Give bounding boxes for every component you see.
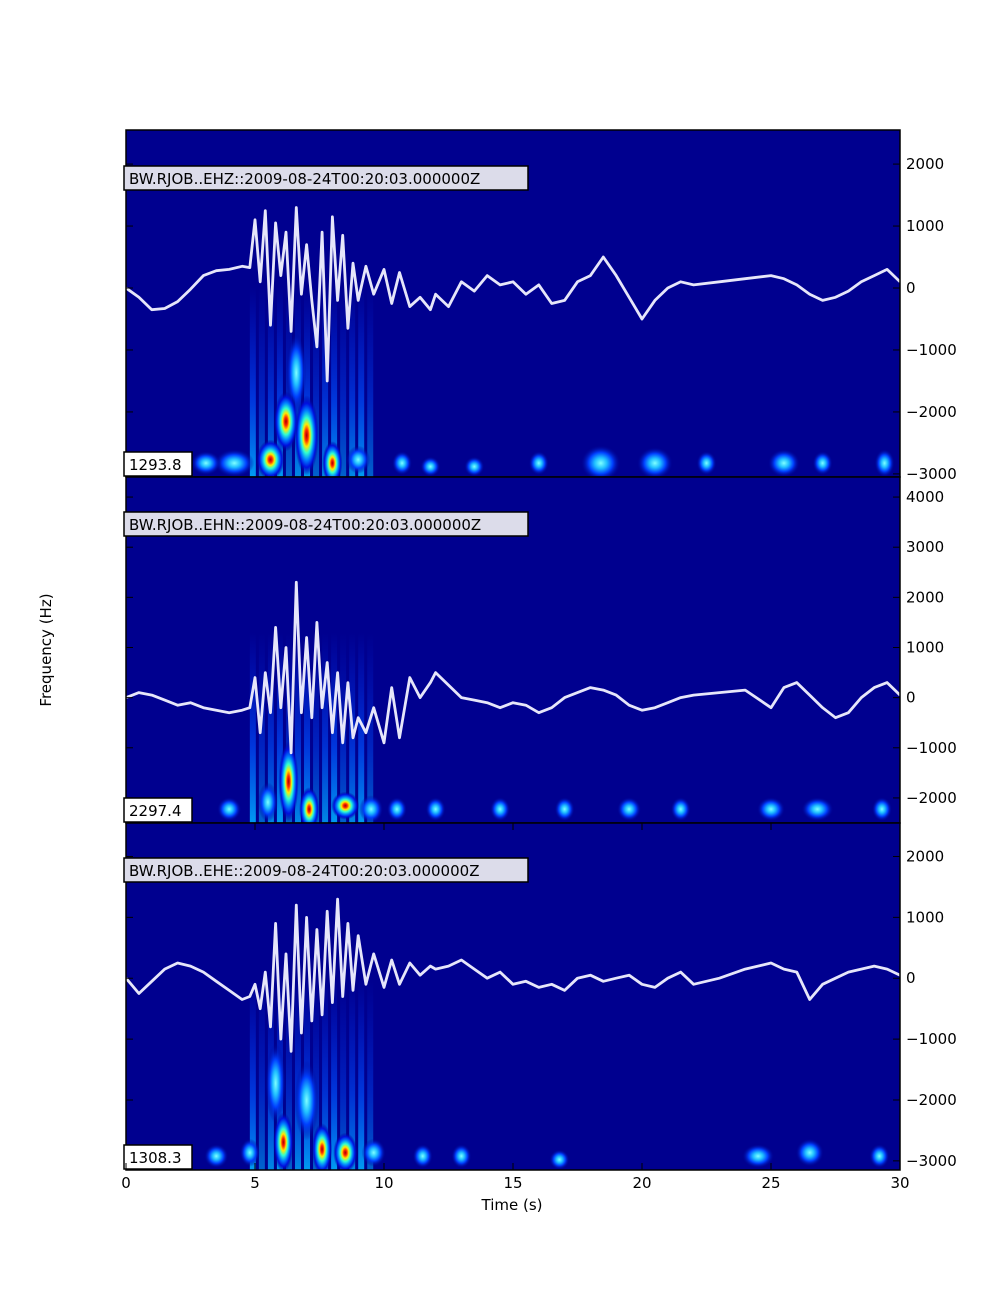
- waveform-trace: [126, 897, 900, 1053]
- x-axis: 0 5 10 15 20 25 30 Time (s): [121, 823, 910, 1214]
- trace-id-text: BW.RJOB..EHN::2009-08-24T00:20:03.000000…: [129, 516, 481, 534]
- y-tick-label: 3000: [906, 538, 944, 556]
- max-amplitude-label: 1293.8: [123, 451, 193, 477]
- x-tick-label: 30: [890, 1174, 909, 1192]
- x-tick-label: 15: [503, 1174, 522, 1192]
- y-tick-label: 2000: [906, 155, 944, 173]
- y-tick-label: 0: [906, 969, 916, 987]
- trace-id-label: BW.RJOB..EHN::2009-08-24T00:20:03.000000…: [123, 511, 529, 537]
- trace-id-text: BW.RJOB..EHZ::2009-08-24T00:20:03.000000…: [129, 170, 480, 188]
- max-amplitude-text: 1308.3: [129, 1149, 182, 1167]
- max-amplitude-text: 2297.4: [129, 802, 182, 820]
- trace-id-label: BW.RJOB..EHE::2009-08-24T00:20:03.000000…: [123, 857, 529, 883]
- x-tick-label: 10: [374, 1174, 393, 1192]
- y-tick-label: 1000: [906, 217, 944, 235]
- x-tick-label: 20: [632, 1174, 651, 1192]
- waveform-trace: [126, 580, 900, 755]
- y-axis-label: Frequency (Hz): [37, 593, 55, 706]
- y-tick-label: −1000: [906, 341, 957, 359]
- y-tick-label: 4000: [906, 488, 944, 506]
- y-tick-label: −3000: [906, 1152, 957, 1170]
- y-ticks: 2000 1000 0 −1000 −2000 −3000: [126, 155, 957, 483]
- y-tick-label: −2000: [906, 1091, 957, 1109]
- y-ticks: 4000 3000 2000 1000 0 −1000 −2000: [126, 488, 957, 807]
- spectrogram-panel-ehn: 4000 3000 2000 1000 0 −1000 −2000 BW.RJOB..EHN:…: [123, 476, 957, 824]
- y-tick-label: 0: [906, 279, 916, 297]
- y-tick-label: −1000: [906, 739, 957, 757]
- y-tick-label: 0: [906, 689, 916, 707]
- y-tick-label: 2000: [906, 588, 944, 606]
- y-tick-label: −1000: [906, 1030, 957, 1048]
- max-amplitude-label: 1308.3: [123, 1144, 193, 1170]
- y-tick-label: 1000: [906, 638, 944, 656]
- waveform-trace: [126, 206, 900, 383]
- max-amplitude-text: 1293.8: [129, 456, 182, 474]
- x-tick-label: 0: [121, 1174, 131, 1192]
- y-tick-label: −3000: [906, 465, 957, 483]
- y-tick-label: −2000: [906, 789, 957, 807]
- x-tick-label: 25: [761, 1174, 780, 1192]
- y-ticks: 2000 1000 0 −1000 −2000 −3000: [126, 847, 957, 1170]
- y-tick-label: 2000: [906, 847, 944, 865]
- trace-id-text: BW.RJOB..EHE::2009-08-24T00:20:03.000000…: [129, 862, 479, 880]
- x-axis-label: Time (s): [481, 1196, 543, 1214]
- trace-id-label: BW.RJOB..EHZ::2009-08-24T00:20:03.000000…: [123, 165, 529, 191]
- y-tick-label: −2000: [906, 403, 957, 421]
- y-tick-label: 1000: [906, 908, 944, 926]
- max-amplitude-label: 2297.4: [123, 797, 193, 823]
- x-tick-label: 5: [250, 1174, 260, 1192]
- spectrogram-energy: [144, 332, 895, 477]
